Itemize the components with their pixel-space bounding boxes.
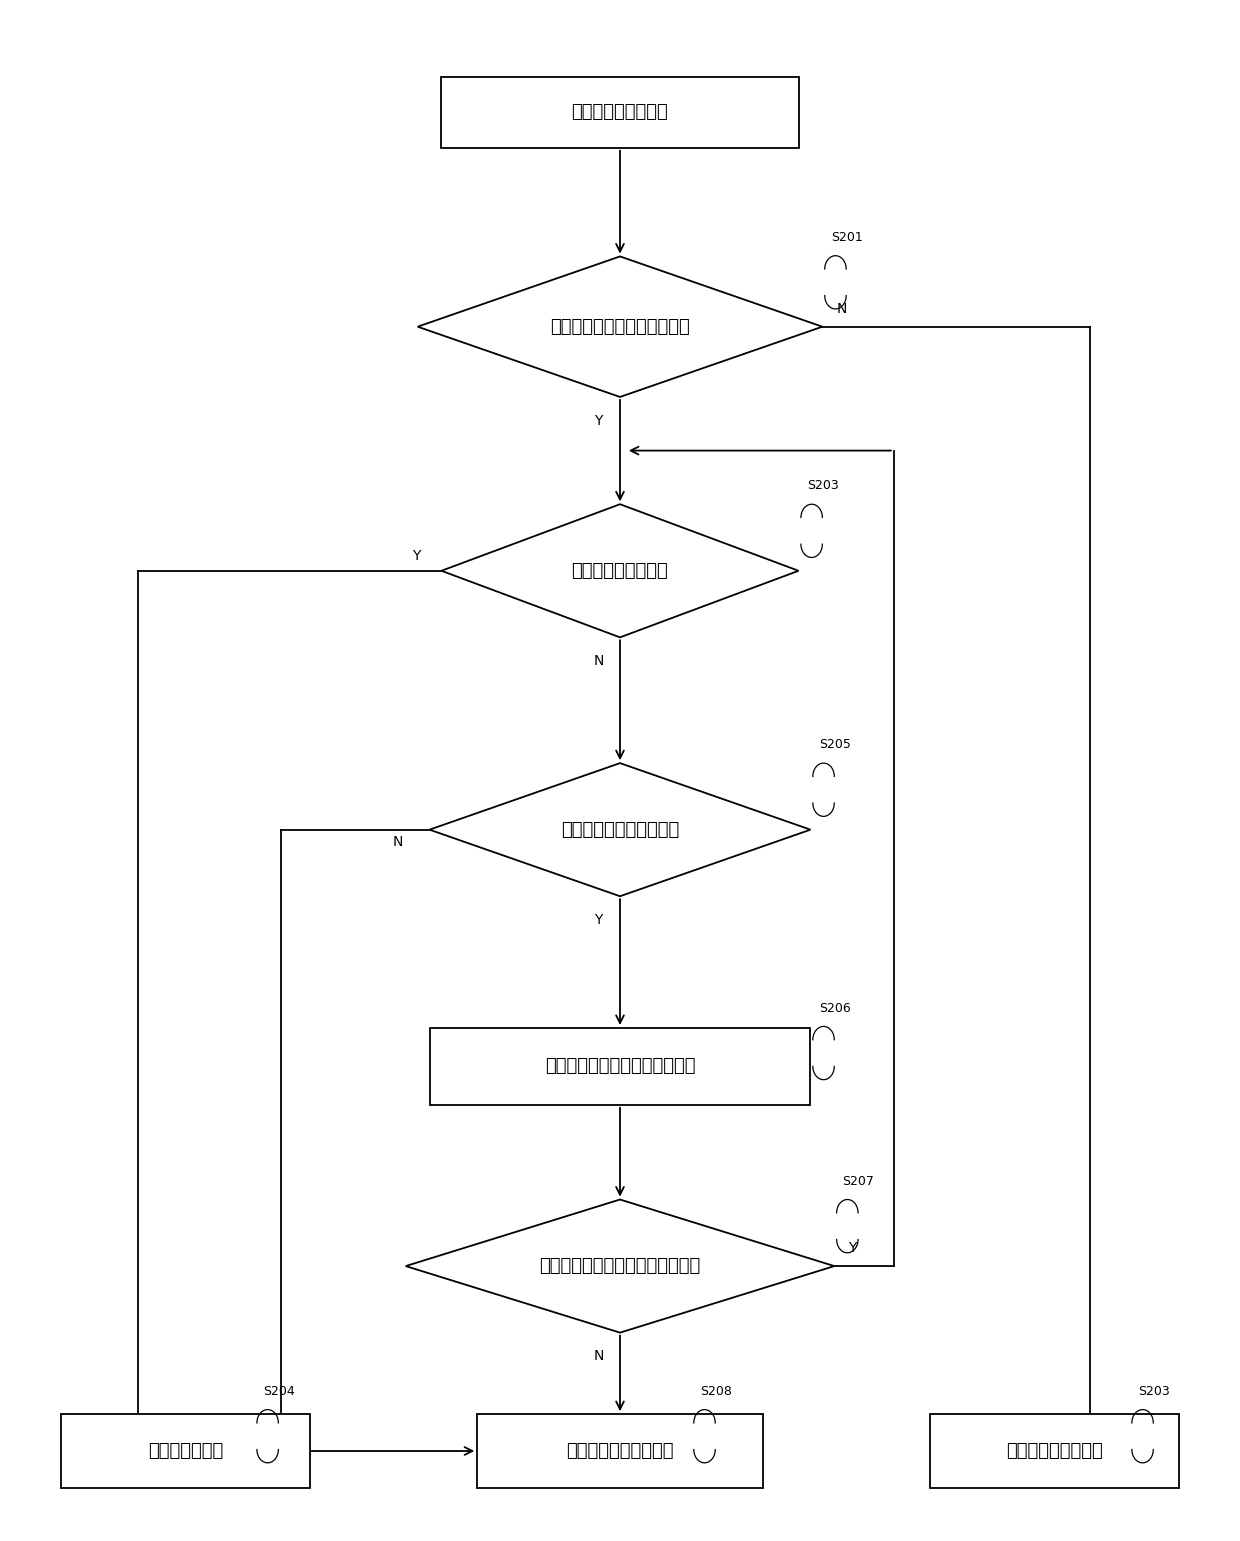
FancyBboxPatch shape — [441, 77, 799, 148]
Text: Y: Y — [594, 413, 603, 428]
Text: S203: S203 — [1138, 1385, 1169, 1398]
Text: N: N — [594, 653, 604, 669]
Text: 微服务程序错误故障: 微服务程序错误故障 — [1006, 1442, 1102, 1459]
Text: 检测微服务容器是否正常运行: 检测微服务容器是否正常运行 — [551, 317, 689, 336]
Text: S206: S206 — [818, 1002, 851, 1014]
Polygon shape — [441, 504, 799, 638]
Text: 微服务是否正常响应: 微服务是否正常响应 — [572, 562, 668, 579]
Text: S207: S207 — [843, 1174, 874, 1188]
Text: 是否是第一次未收到响应: 是否是第一次未收到响应 — [560, 821, 680, 838]
Text: 终端微服务故障检测: 终端微服务故障检测 — [572, 103, 668, 122]
Polygon shape — [405, 1199, 835, 1333]
Text: S203: S203 — [807, 479, 838, 493]
Text: S204: S204 — [263, 1385, 295, 1398]
Text: 随机选择两个终端发送测试请求: 随机选择两个终端发送测试请求 — [544, 1057, 696, 1076]
FancyBboxPatch shape — [61, 1415, 310, 1489]
Text: N: N — [837, 302, 847, 316]
FancyBboxPatch shape — [930, 1415, 1179, 1489]
Text: 微服务节点不可用故障: 微服务节点不可用故障 — [567, 1442, 673, 1459]
Text: S208: S208 — [699, 1385, 732, 1398]
Text: Y: Y — [594, 912, 603, 928]
Text: S201: S201 — [831, 231, 863, 243]
Text: Y: Y — [412, 549, 420, 562]
Text: N: N — [393, 835, 403, 849]
Text: Y: Y — [848, 1242, 857, 1256]
Text: S205: S205 — [818, 738, 851, 752]
FancyBboxPatch shape — [429, 1028, 811, 1105]
Text: N: N — [594, 1350, 604, 1364]
Polygon shape — [429, 763, 811, 897]
FancyBboxPatch shape — [477, 1415, 763, 1489]
Text: 微服务正常运行: 微服务正常运行 — [148, 1442, 223, 1459]
Polygon shape — [418, 256, 822, 398]
Text: 是否至少有一个终端正常收到响应: 是否至少有一个终端正常收到响应 — [539, 1257, 701, 1274]
